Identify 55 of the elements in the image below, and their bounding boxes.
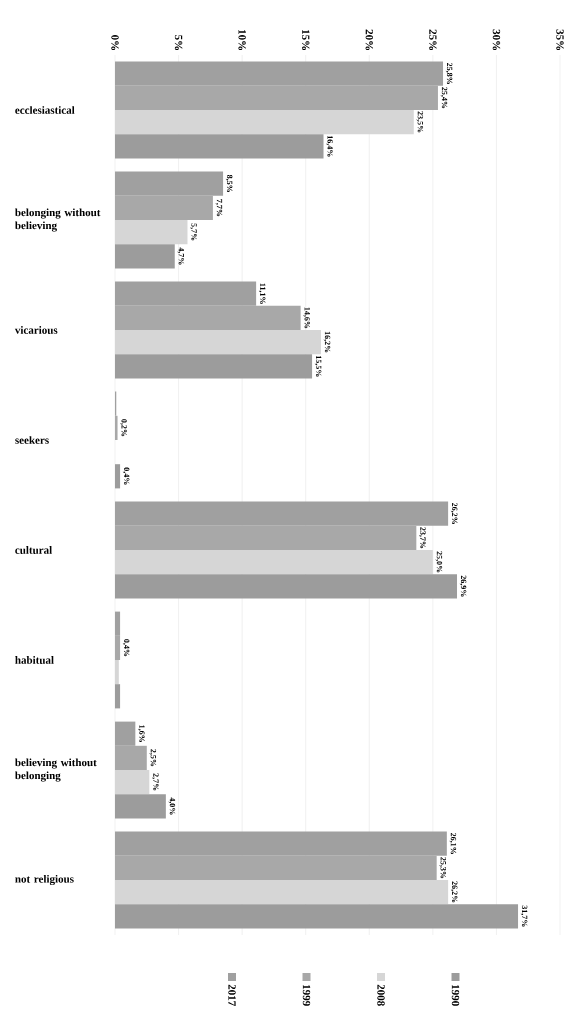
data-label: 0,4%: [122, 639, 130, 657]
data-label: 16,2%: [323, 331, 331, 353]
x-tick-label: 20%: [365, 29, 374, 51]
bar: [115, 134, 324, 159]
data-label: 26,1%: [449, 833, 457, 854]
y-tick-label: habitual: [15, 656, 54, 664]
x-tick-label: 15%: [301, 30, 310, 51]
data-label: 31,7%: [520, 905, 528, 927]
data-label: 0,2%: [120, 419, 127, 437]
y-tick-label: ecclesiastical: [15, 106, 75, 114]
data-label: 1,6%: [138, 725, 145, 742]
data-label: 7,7%: [215, 199, 223, 217]
data-label: 4,7%: [177, 247, 185, 265]
bar: [115, 684, 121, 709]
legend-label: 1999: [302, 985, 311, 1006]
y-tick-label: believing without belonging: [15, 758, 97, 782]
y-tick-label: cultural: [15, 546, 52, 554]
bar: [115, 244, 175, 269]
data-label: 26,2%: [450, 503, 458, 524]
data-label: 15,5%: [314, 355, 322, 377]
data-label: 0,4%: [122, 467, 130, 485]
y-tick-label: seekers: [15, 436, 49, 444]
data-label: 23,5%: [416, 111, 424, 133]
data-label: 2,5%: [149, 749, 157, 767]
data-label: 25,0%: [435, 551, 443, 573]
legend-label: 2017: [228, 984, 236, 1006]
legend-label: 1990: [451, 985, 460, 1006]
x-tick-label: 10%: [238, 30, 246, 51]
data-label: 8,5%: [225, 174, 233, 192]
y-tick-label: belonging without believing: [15, 208, 101, 232]
legend-label: 2008: [377, 984, 385, 1006]
x-tick-label: 35%: [556, 29, 564, 51]
x-tick-label: 0%: [111, 35, 119, 51]
data-label: 25,8%: [445, 63, 453, 84]
data-label: 11,1%: [258, 283, 266, 304]
data-label: 26,2%: [450, 881, 458, 903]
bar: [115, 354, 313, 379]
data-label: 2,7%: [152, 773, 159, 791]
data-label: 4,0%: [168, 797, 176, 815]
data-label: 25,3%: [439, 857, 446, 879]
x-tick-label: 30%: [492, 29, 501, 51]
data-label: 14,6%: [303, 307, 310, 329]
data-label: 23,7%: [419, 527, 426, 549]
bar: [115, 904, 519, 929]
y-tick-label: vicarious: [14, 326, 58, 334]
data-label: 26,9%: [459, 575, 467, 597]
x-tick-label: 5%: [174, 35, 183, 51]
data-label: 25,4%: [440, 87, 448, 109]
bar: [115, 574, 458, 599]
x-tick-label: 25%: [429, 29, 437, 51]
bar: [115, 794, 166, 819]
data-label: 16,4%: [326, 135, 333, 157]
data-label: 5,7%: [190, 223, 197, 241]
y-tick-label: not religious: [15, 874, 74, 886]
bar: [115, 464, 121, 489]
